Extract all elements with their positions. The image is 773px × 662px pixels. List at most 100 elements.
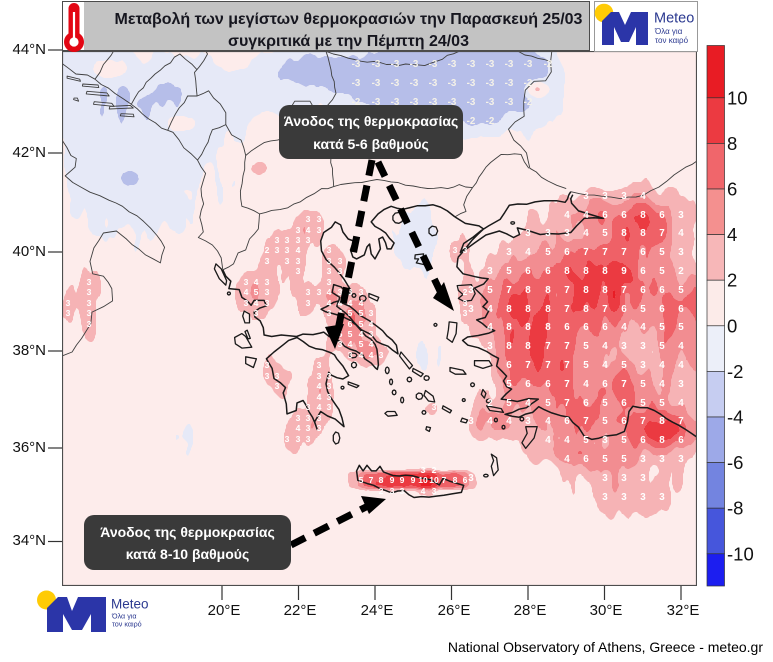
svg-text:4: 4 xyxy=(564,454,570,465)
svg-text:4: 4 xyxy=(369,319,374,329)
svg-text:6: 6 xyxy=(640,247,646,258)
svg-text:2: 2 xyxy=(727,270,737,291)
svg-text:3: 3 xyxy=(463,298,468,308)
svg-text:5: 5 xyxy=(338,329,343,339)
svg-text:5: 5 xyxy=(254,287,259,297)
svg-text:8: 8 xyxy=(583,266,589,277)
svg-text:5: 5 xyxy=(659,341,665,352)
svg-text:6: 6 xyxy=(640,435,646,446)
svg-text:9: 9 xyxy=(400,475,405,485)
svg-text:4: 4 xyxy=(296,423,301,433)
svg-text:-4: -4 xyxy=(727,407,743,428)
svg-text:3: 3 xyxy=(327,381,332,391)
svg-text:6: 6 xyxy=(640,266,646,277)
svg-text:4: 4 xyxy=(317,381,322,391)
svg-text:-2: -2 xyxy=(544,59,553,70)
svg-text:4: 4 xyxy=(487,304,493,315)
svg-text:4: 4 xyxy=(359,298,364,308)
svg-text:4: 4 xyxy=(678,341,684,352)
svg-text:3: 3 xyxy=(87,287,92,297)
svg-text:3: 3 xyxy=(564,228,570,239)
svg-text:8: 8 xyxy=(506,322,512,333)
svg-text:3: 3 xyxy=(275,381,280,391)
svg-text:3: 3 xyxy=(678,454,684,465)
svg-text:3: 3 xyxy=(327,277,332,287)
svg-text:-3: -3 xyxy=(524,59,533,70)
svg-text:5: 5 xyxy=(359,319,364,329)
svg-text:3: 3 xyxy=(317,214,322,224)
svg-text:5: 5 xyxy=(602,398,608,409)
svg-text:3: 3 xyxy=(275,245,280,255)
svg-text:6: 6 xyxy=(564,247,570,258)
svg-text:6: 6 xyxy=(602,210,608,221)
svg-text:3: 3 xyxy=(327,256,332,266)
svg-text:3: 3 xyxy=(678,247,684,258)
svg-text:3: 3 xyxy=(327,245,332,255)
svg-text:-3: -3 xyxy=(448,78,457,89)
svg-text:3: 3 xyxy=(87,319,92,329)
svg-text:3: 3 xyxy=(87,277,92,287)
svg-text:-2: -2 xyxy=(467,116,476,127)
svg-text:3: 3 xyxy=(400,486,405,496)
svg-text:10: 10 xyxy=(418,475,428,485)
svg-text:5: 5 xyxy=(545,398,551,409)
svg-text:-3: -3 xyxy=(448,97,457,108)
svg-text:4: 4 xyxy=(338,298,343,308)
svg-text:3: 3 xyxy=(317,371,322,381)
svg-text:3: 3 xyxy=(327,392,332,402)
svg-text:7: 7 xyxy=(564,304,570,315)
svg-text:3: 3 xyxy=(285,245,290,255)
svg-text:6: 6 xyxy=(564,416,570,427)
svg-text:3: 3 xyxy=(640,341,646,352)
svg-text:6: 6 xyxy=(602,322,608,333)
svg-text:6: 6 xyxy=(583,454,589,465)
svg-text:3: 3 xyxy=(317,413,322,423)
svg-text:8: 8 xyxy=(506,341,512,352)
svg-text:7: 7 xyxy=(583,416,589,427)
svg-text:5: 5 xyxy=(659,266,665,277)
svg-text:-2: -2 xyxy=(524,78,533,89)
svg-text:3: 3 xyxy=(432,402,437,412)
svg-text:2: 2 xyxy=(678,266,684,277)
svg-text:6: 6 xyxy=(583,322,589,333)
svg-text:5: 5 xyxy=(640,304,646,315)
svg-text:8: 8 xyxy=(545,285,551,296)
svg-text:4: 4 xyxy=(678,398,684,409)
svg-text:-3: -3 xyxy=(467,59,476,70)
svg-text:3: 3 xyxy=(244,298,249,308)
svg-text:8: 8 xyxy=(564,266,570,277)
svg-text:5: 5 xyxy=(602,416,608,427)
svg-text:-10: -10 xyxy=(727,543,754,564)
svg-text:3: 3 xyxy=(506,247,512,258)
svg-text:3: 3 xyxy=(338,256,343,266)
svg-text:3: 3 xyxy=(602,473,608,484)
svg-text:4: 4 xyxy=(348,298,353,308)
svg-text:-3: -3 xyxy=(391,78,400,89)
svg-text:3: 3 xyxy=(621,341,627,352)
svg-text:8: 8 xyxy=(379,475,384,485)
svg-text:4: 4 xyxy=(583,210,589,221)
svg-text:5: 5 xyxy=(545,247,551,258)
svg-text:5: 5 xyxy=(583,341,589,352)
svg-text:5: 5 xyxy=(602,228,608,239)
svg-text:3: 3 xyxy=(87,298,92,308)
svg-text:3: 3 xyxy=(296,434,301,444)
svg-text:-3: -3 xyxy=(429,97,438,108)
svg-text:6: 6 xyxy=(621,304,627,315)
svg-text:4: 4 xyxy=(487,322,493,333)
svg-text:-8: -8 xyxy=(727,498,743,519)
svg-text:3: 3 xyxy=(369,329,374,339)
svg-text:4: 4 xyxy=(369,339,374,349)
svg-text:4: 4 xyxy=(327,298,332,308)
svg-text:3: 3 xyxy=(463,308,468,318)
svg-text:3: 3 xyxy=(390,486,395,496)
svg-text:3: 3 xyxy=(487,266,493,277)
svg-text:8: 8 xyxy=(545,304,551,315)
svg-text:8: 8 xyxy=(525,285,531,296)
svg-text:8: 8 xyxy=(525,304,531,315)
svg-text:-3: -3 xyxy=(391,97,400,108)
svg-text:8: 8 xyxy=(659,435,665,446)
svg-text:5: 5 xyxy=(659,398,665,409)
svg-text:3: 3 xyxy=(254,308,259,318)
svg-text:4: 4 xyxy=(338,308,343,318)
